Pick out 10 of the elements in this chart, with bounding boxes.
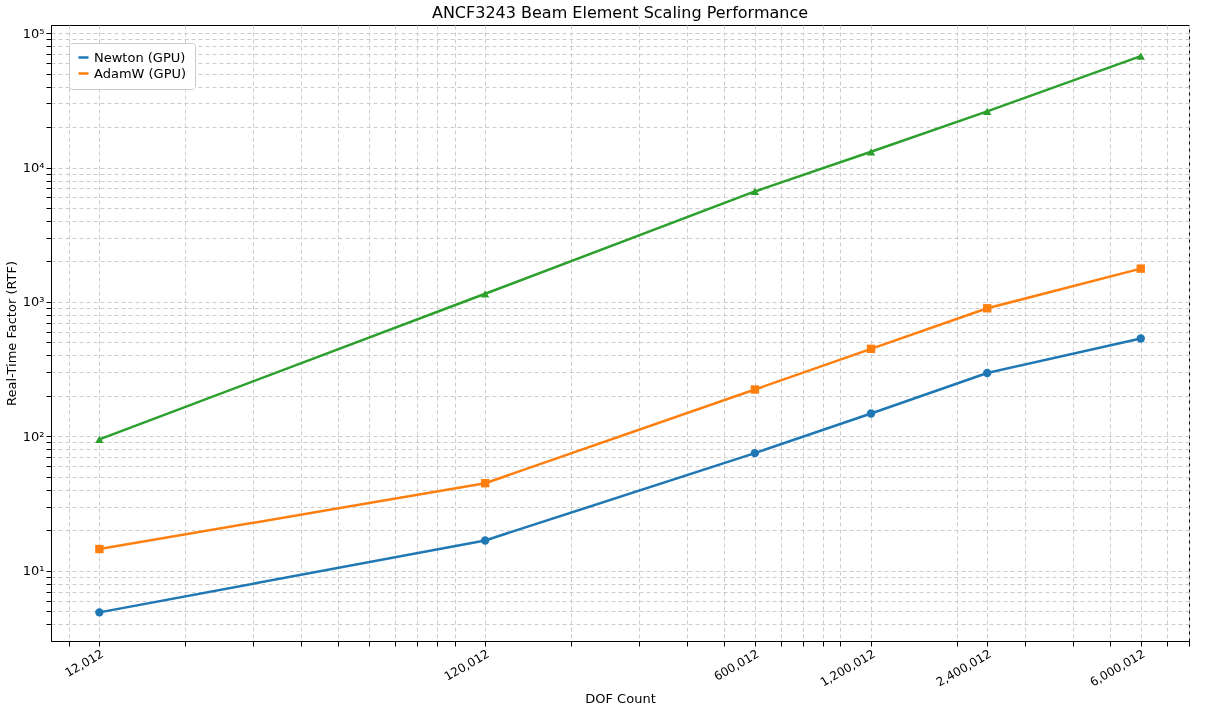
y-tick-label: 10⁴ bbox=[22, 160, 45, 176]
x-axis-title: DOF Count bbox=[585, 690, 656, 706]
y-axis-title: Real-Time Factor (RTF) bbox=[3, 260, 19, 407]
chart-title: ANCF3243 Beam Element Scaling Performance bbox=[431, 3, 809, 22]
legend-label: Newton (GPU) bbox=[94, 49, 186, 65]
legend-label: AdamW (GPU) bbox=[94, 65, 187, 81]
y-tick-label: 10¹ bbox=[22, 563, 45, 579]
y-tick-label: 10² bbox=[22, 428, 45, 444]
y-tick-label: 10⁵ bbox=[22, 25, 45, 41]
y-tick-label: 10³ bbox=[22, 294, 45, 310]
